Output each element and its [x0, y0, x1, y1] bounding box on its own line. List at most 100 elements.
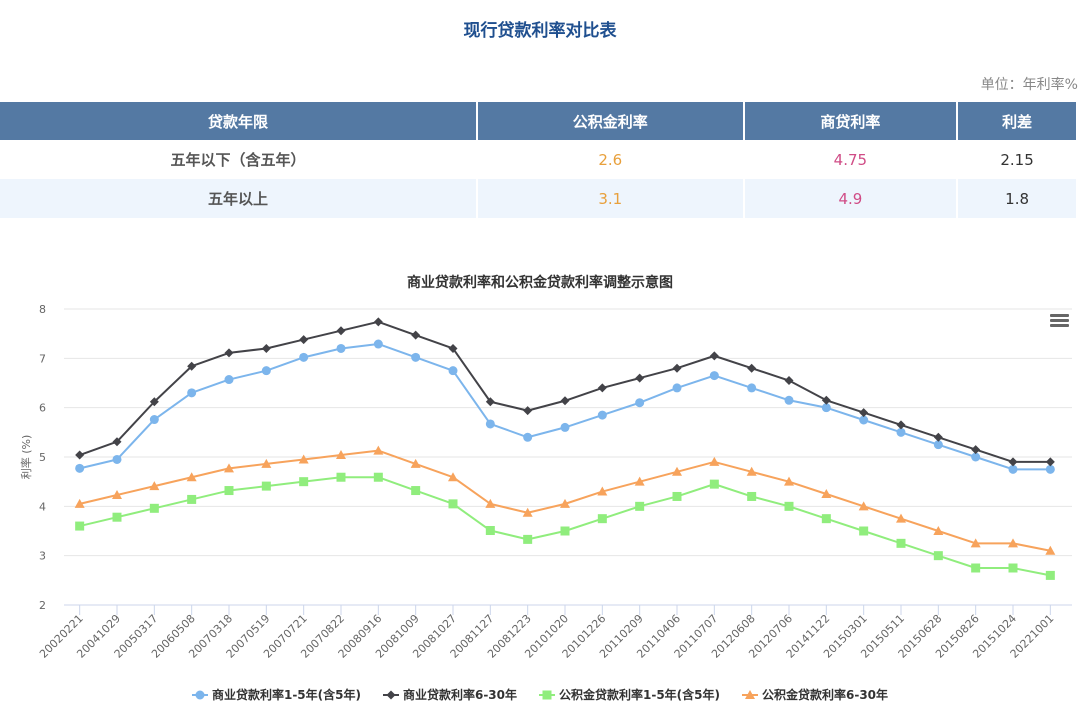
data-point[interactable] — [186, 472, 197, 482]
data-point[interactable] — [523, 534, 533, 544]
data-point[interactable] — [75, 450, 85, 460]
data-point[interactable] — [410, 458, 421, 468]
data-point[interactable] — [112, 512, 122, 522]
data-point[interactable] — [597, 383, 607, 393]
data-point[interactable] — [411, 330, 421, 340]
data-point[interactable] — [149, 397, 159, 407]
data-point[interactable] — [112, 454, 122, 464]
data-point[interactable] — [411, 486, 421, 496]
data-point[interactable] — [112, 437, 122, 447]
data-point[interactable] — [784, 376, 794, 386]
data-point[interactable] — [896, 513, 906, 523]
data-point[interactable] — [411, 352, 421, 362]
data-point[interactable] — [522, 507, 533, 517]
data-point[interactable] — [821, 403, 831, 413]
data-point[interactable] — [746, 466, 757, 476]
data-point[interactable] — [224, 348, 234, 358]
data-point[interactable] — [261, 458, 272, 468]
legend-item[interactable]: 商业贷款利率6-30年 — [382, 686, 517, 703]
data-point[interactable] — [784, 476, 794, 486]
data-point[interactable] — [970, 538, 981, 548]
data-point[interactable] — [597, 514, 607, 524]
data-point[interactable] — [261, 366, 271, 376]
data-point[interactable] — [896, 420, 906, 430]
series-line[interactable] — [75, 472, 1055, 580]
data-point[interactable] — [373, 317, 383, 327]
data-point[interactable] — [523, 406, 533, 416]
data-point[interactable] — [261, 343, 271, 353]
data-point[interactable] — [747, 491, 757, 501]
data-point[interactable] — [187, 361, 197, 371]
data-point[interactable] — [373, 445, 384, 455]
data-point[interactable] — [560, 526, 570, 536]
data-point[interactable] — [485, 397, 495, 407]
data-point[interactable] — [75, 521, 85, 531]
data-point[interactable] — [261, 481, 271, 491]
data-point[interactable] — [635, 501, 645, 511]
data-point[interactable] — [634, 476, 645, 486]
data-point[interactable] — [1008, 464, 1018, 474]
hamburger-menu-icon[interactable] — [1050, 314, 1069, 328]
data-point[interactable] — [373, 339, 383, 349]
data-point[interactable] — [821, 395, 831, 405]
data-point[interactable] — [1045, 570, 1055, 580]
legend-item[interactable]: 公积金贷款利率1-5年(含5年) — [539, 686, 720, 703]
legend-item[interactable]: 商业贷款利率1-5年(含5年) — [191, 686, 361, 703]
data-point[interactable] — [933, 440, 943, 450]
data-point[interactable] — [709, 371, 719, 381]
series-line[interactable] — [75, 317, 1055, 467]
data-point[interactable] — [747, 383, 757, 393]
series-line[interactable] — [74, 445, 1056, 555]
data-point[interactable] — [859, 415, 869, 425]
data-point[interactable] — [971, 452, 981, 462]
data-point[interactable] — [784, 501, 794, 511]
data-point[interactable] — [112, 489, 122, 499]
data-point[interactable] — [933, 526, 944, 535]
data-point[interactable] — [560, 396, 570, 406]
data-point[interactable] — [299, 352, 309, 362]
data-point[interactable] — [523, 432, 533, 442]
data-point[interactable] — [672, 466, 682, 476]
data-point[interactable] — [298, 454, 309, 464]
data-point[interactable] — [336, 450, 346, 460]
data-point[interactable] — [933, 432, 943, 442]
data-point[interactable] — [635, 373, 645, 383]
data-point[interactable] — [1045, 464, 1055, 474]
data-point[interactable] — [187, 388, 197, 398]
data-point[interactable] — [149, 503, 159, 513]
data-point[interactable] — [224, 486, 234, 496]
data-point[interactable] — [224, 375, 234, 385]
data-point[interactable] — [448, 472, 458, 482]
data-point[interactable] — [859, 408, 869, 418]
data-point[interactable] — [821, 514, 831, 524]
data-point[interactable] — [971, 445, 981, 455]
data-point[interactable] — [485, 419, 495, 429]
data-point[interactable] — [448, 366, 458, 376]
data-point[interactable] — [1008, 538, 1018, 548]
data-point[interactable] — [149, 415, 159, 425]
data-point[interactable] — [597, 410, 607, 420]
data-point[interactable] — [373, 472, 383, 482]
data-point[interactable] — [672, 363, 682, 373]
data-point[interactable] — [560, 498, 570, 508]
data-point[interactable] — [672, 491, 682, 501]
data-point[interactable] — [187, 494, 197, 504]
data-point[interactable] — [1045, 457, 1055, 467]
data-point[interactable] — [336, 343, 346, 353]
data-point[interactable] — [896, 538, 906, 548]
data-point[interactable] — [709, 456, 720, 466]
data-point[interactable] — [74, 498, 85, 508]
data-point[interactable] — [933, 551, 943, 561]
data-point[interactable] — [709, 479, 719, 489]
data-point[interactable] — [75, 463, 85, 473]
data-point[interactable] — [224, 463, 234, 473]
data-point[interactable] — [858, 501, 869, 511]
data-point[interactable] — [336, 326, 346, 336]
data-point[interactable] — [821, 489, 832, 498]
data-point[interactable] — [560, 422, 570, 432]
data-point[interactable] — [971, 563, 981, 573]
data-point[interactable] — [896, 427, 906, 437]
legend-item[interactable]: 公积金贷款利率6-30年 — [742, 686, 888, 703]
data-point[interactable] — [485, 498, 496, 508]
data-point[interactable] — [1008, 457, 1018, 467]
